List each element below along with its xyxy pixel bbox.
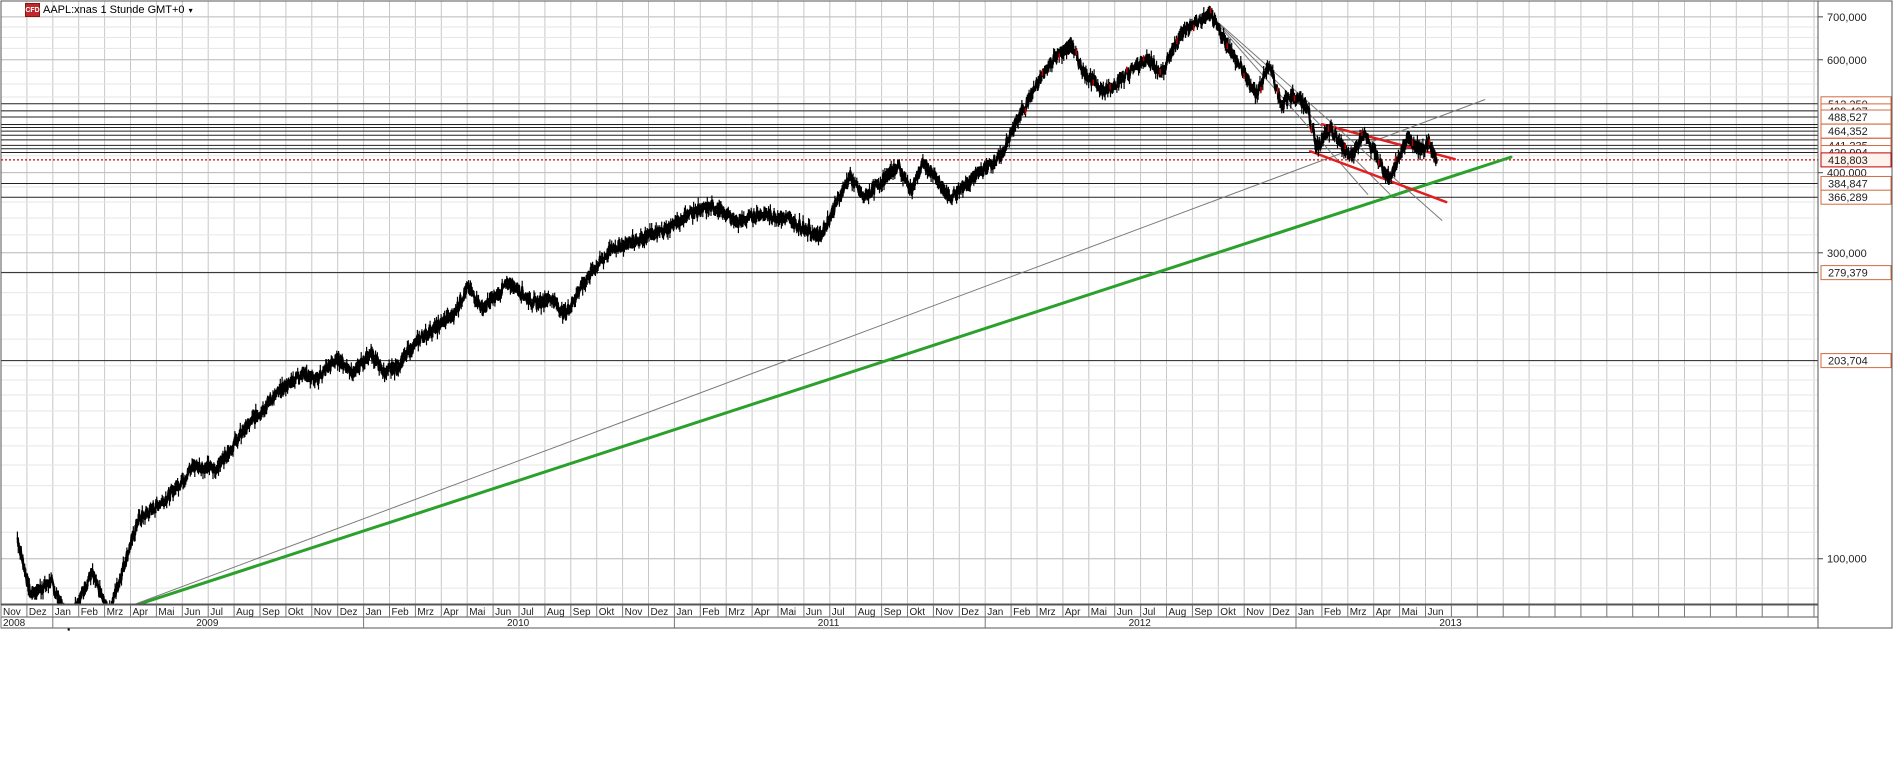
y-axis-border xyxy=(1817,0,1893,629)
month-label: Jul xyxy=(210,607,223,618)
month-label: Feb xyxy=(392,607,410,618)
horizontal-levels xyxy=(1,103,1818,362)
level-label-box xyxy=(1820,353,1892,369)
month-label: Feb xyxy=(81,607,99,618)
month-label: Jan xyxy=(55,607,71,618)
month-label: Sep xyxy=(884,607,902,618)
chart-header[interactable]: CFD AAPL:xnas 1 Stunde GMT+0 ▾ xyxy=(25,2,193,18)
x-axis: Nov Dez Jan Feb Mrz Apr Mai Jun Jul Aug Sep Okt Nov D… xyxy=(0,604,1819,629)
month-label: Jun xyxy=(806,607,822,618)
month-label: Dez xyxy=(29,607,47,618)
chart-title[interactable]: AAPL:xnas 1 Stunde GMT+0 xyxy=(43,4,185,16)
level-label-box xyxy=(1820,189,1892,205)
grid-lines xyxy=(0,1,1818,604)
price-series xyxy=(16,5,1438,631)
month-label: Aug xyxy=(547,607,565,618)
month-label: Mai xyxy=(469,607,485,618)
level-label: 384,847 xyxy=(1828,178,1868,190)
level-label: 464,352 xyxy=(1828,126,1868,138)
month-label: Mrz xyxy=(728,607,745,618)
month-label: Jun xyxy=(495,607,511,618)
y-tick-label: 100,000 xyxy=(1827,554,1867,566)
current-price-box xyxy=(1820,152,1892,168)
month-label: Nov xyxy=(1246,607,1264,618)
dropdown-arrow-icon[interactable]: ▾ xyxy=(188,5,193,15)
month-label: Jan xyxy=(1298,607,1314,618)
year-row xyxy=(0,616,1819,629)
month-label: Jun xyxy=(1428,607,1444,618)
month-label: Mai xyxy=(158,607,174,618)
month-label: Dez xyxy=(1272,607,1290,618)
year-label: 2010 xyxy=(507,618,530,629)
month-label: Jul xyxy=(521,607,534,618)
month-label: Apr xyxy=(754,607,770,618)
month-label: Mrz xyxy=(107,607,124,618)
month-label: Dez xyxy=(651,607,669,618)
month-label: Okt xyxy=(599,607,615,618)
year-label: 2009 xyxy=(196,618,219,629)
month-label: Aug xyxy=(1169,607,1187,618)
month-label: Nov xyxy=(314,607,332,618)
year-label: 2013 xyxy=(1439,618,1462,629)
month-label: Feb xyxy=(1013,607,1031,618)
month-label: Apr xyxy=(443,607,459,618)
month-label: Feb xyxy=(1324,607,1342,618)
month-label: Nov xyxy=(935,607,953,618)
month-label: Jun xyxy=(184,607,200,618)
month-label: Jan xyxy=(987,607,1003,618)
y-tick-label: 300,000 xyxy=(1827,248,1867,260)
year-label: 2008 xyxy=(3,618,26,629)
month-label: Jul xyxy=(832,607,845,618)
plot-background xyxy=(1,1,1818,604)
chart-frame xyxy=(0,0,1893,629)
level-label: 279,379 xyxy=(1828,268,1868,280)
trendline xyxy=(108,99,1486,615)
trendline xyxy=(1209,14,1369,195)
year-label: 2011 xyxy=(818,618,840,629)
current-price-label: 418,803 xyxy=(1828,155,1868,167)
month-label: Aug xyxy=(236,607,254,618)
month-label: Mrz xyxy=(417,607,434,618)
year-label: 2012 xyxy=(1129,618,1152,629)
month-label: Mrz xyxy=(1039,607,1056,618)
month-label: Okt xyxy=(288,607,304,618)
level-label-box xyxy=(1820,265,1892,281)
month-label: Apr xyxy=(1376,607,1392,618)
cfd-logo-icon: CFD xyxy=(25,3,40,17)
y-tick-label: 600,000 xyxy=(1827,55,1867,67)
month-label: Sep xyxy=(573,607,591,618)
trendline xyxy=(1308,150,1448,204)
month-label: Apr xyxy=(133,607,149,618)
month-label: Dez xyxy=(340,607,358,618)
month-label: Nov xyxy=(3,607,21,618)
month-label: Okt xyxy=(1220,607,1236,618)
month-label: Jul xyxy=(1143,607,1156,618)
price-line xyxy=(16,8,1438,628)
month-label: Jan xyxy=(676,607,692,618)
month-label: Sep xyxy=(1194,607,1212,618)
month-label: Jan xyxy=(366,607,382,618)
month-label: Sep xyxy=(262,607,280,618)
trendline xyxy=(107,155,1513,616)
level-label: 488,527 xyxy=(1828,112,1868,124)
level-label: 366,289 xyxy=(1828,192,1868,204)
month-label: Mai xyxy=(780,607,796,618)
month-label: Jun xyxy=(1117,607,1133,618)
month-label: Mrz xyxy=(1350,607,1367,618)
trendlines xyxy=(107,14,1513,616)
level-label: 203,704 xyxy=(1828,356,1868,368)
y-tick-label: 700,000 xyxy=(1827,12,1867,24)
y-axis: 100,000300,000400,000600,000700,000512,2… xyxy=(1818,12,1892,566)
month-label: Okt xyxy=(910,607,926,618)
month-label: Mai xyxy=(1402,607,1418,618)
month-label: Feb xyxy=(702,607,720,618)
month-label: Dez xyxy=(961,607,979,618)
month-label: Apr xyxy=(1065,607,1081,618)
month-label: Mai xyxy=(1091,607,1107,618)
month-label: Aug xyxy=(858,607,876,618)
month-label: Nov xyxy=(625,607,643,618)
